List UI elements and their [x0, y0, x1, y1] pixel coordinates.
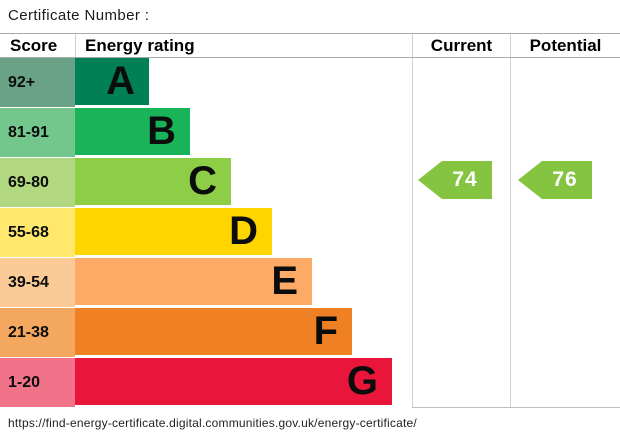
- band-bar-d: D: [75, 208, 272, 255]
- table-header: Score Energy rating Current Potential: [0, 33, 620, 58]
- band-row-a: 92+ A: [0, 58, 620, 108]
- epc-table: Score Energy rating Current Potential 92…: [0, 33, 620, 408]
- footer-url: https://find-energy-certificate.digital.…: [8, 416, 417, 430]
- band-bar-e: E: [75, 258, 312, 305]
- header-current: Current: [412, 34, 510, 57]
- score-range-g: 1-20: [0, 358, 75, 407]
- band-row-d: 55-68 D: [0, 208, 620, 258]
- score-range-e: 39-54: [0, 258, 75, 307]
- bands-area: 92+ A 81-91 B 69-80 C 55-68 D 39-54 E 21…: [0, 58, 620, 408]
- score-range-b: 81-91: [0, 108, 75, 157]
- header-potential: Potential: [510, 34, 620, 57]
- band-bar-c: C: [75, 158, 231, 205]
- current-rating-value: 74: [452, 168, 478, 191]
- band-row-e: 39-54 E: [0, 258, 620, 308]
- band-bar-b: B: [75, 108, 190, 155]
- band-row-f: 21-38 F: [0, 308, 620, 358]
- band-row-g: 1-20 G: [0, 358, 620, 408]
- table-bottom-border: [412, 407, 620, 408]
- header-energy-rating: Energy rating: [75, 34, 412, 57]
- band-bar-a: A: [75, 58, 149, 105]
- score-range-f: 21-38: [0, 308, 75, 357]
- band-bar-g: G: [75, 358, 392, 405]
- score-range-c: 69-80: [0, 158, 75, 207]
- header-score: Score: [10, 36, 58, 55]
- band-bar-f: F: [75, 308, 352, 355]
- current-column-divider: [412, 58, 413, 408]
- certificate-number-label: Certificate Number :: [8, 7, 150, 24]
- score-range-a: 92+: [0, 58, 75, 107]
- score-range-d: 55-68: [0, 208, 75, 257]
- band-row-c: 69-80 C: [0, 158, 620, 208]
- potential-column-divider: [510, 58, 511, 408]
- band-row-b: 81-91 B: [0, 108, 620, 158]
- potential-rating-value: 76: [552, 168, 578, 191]
